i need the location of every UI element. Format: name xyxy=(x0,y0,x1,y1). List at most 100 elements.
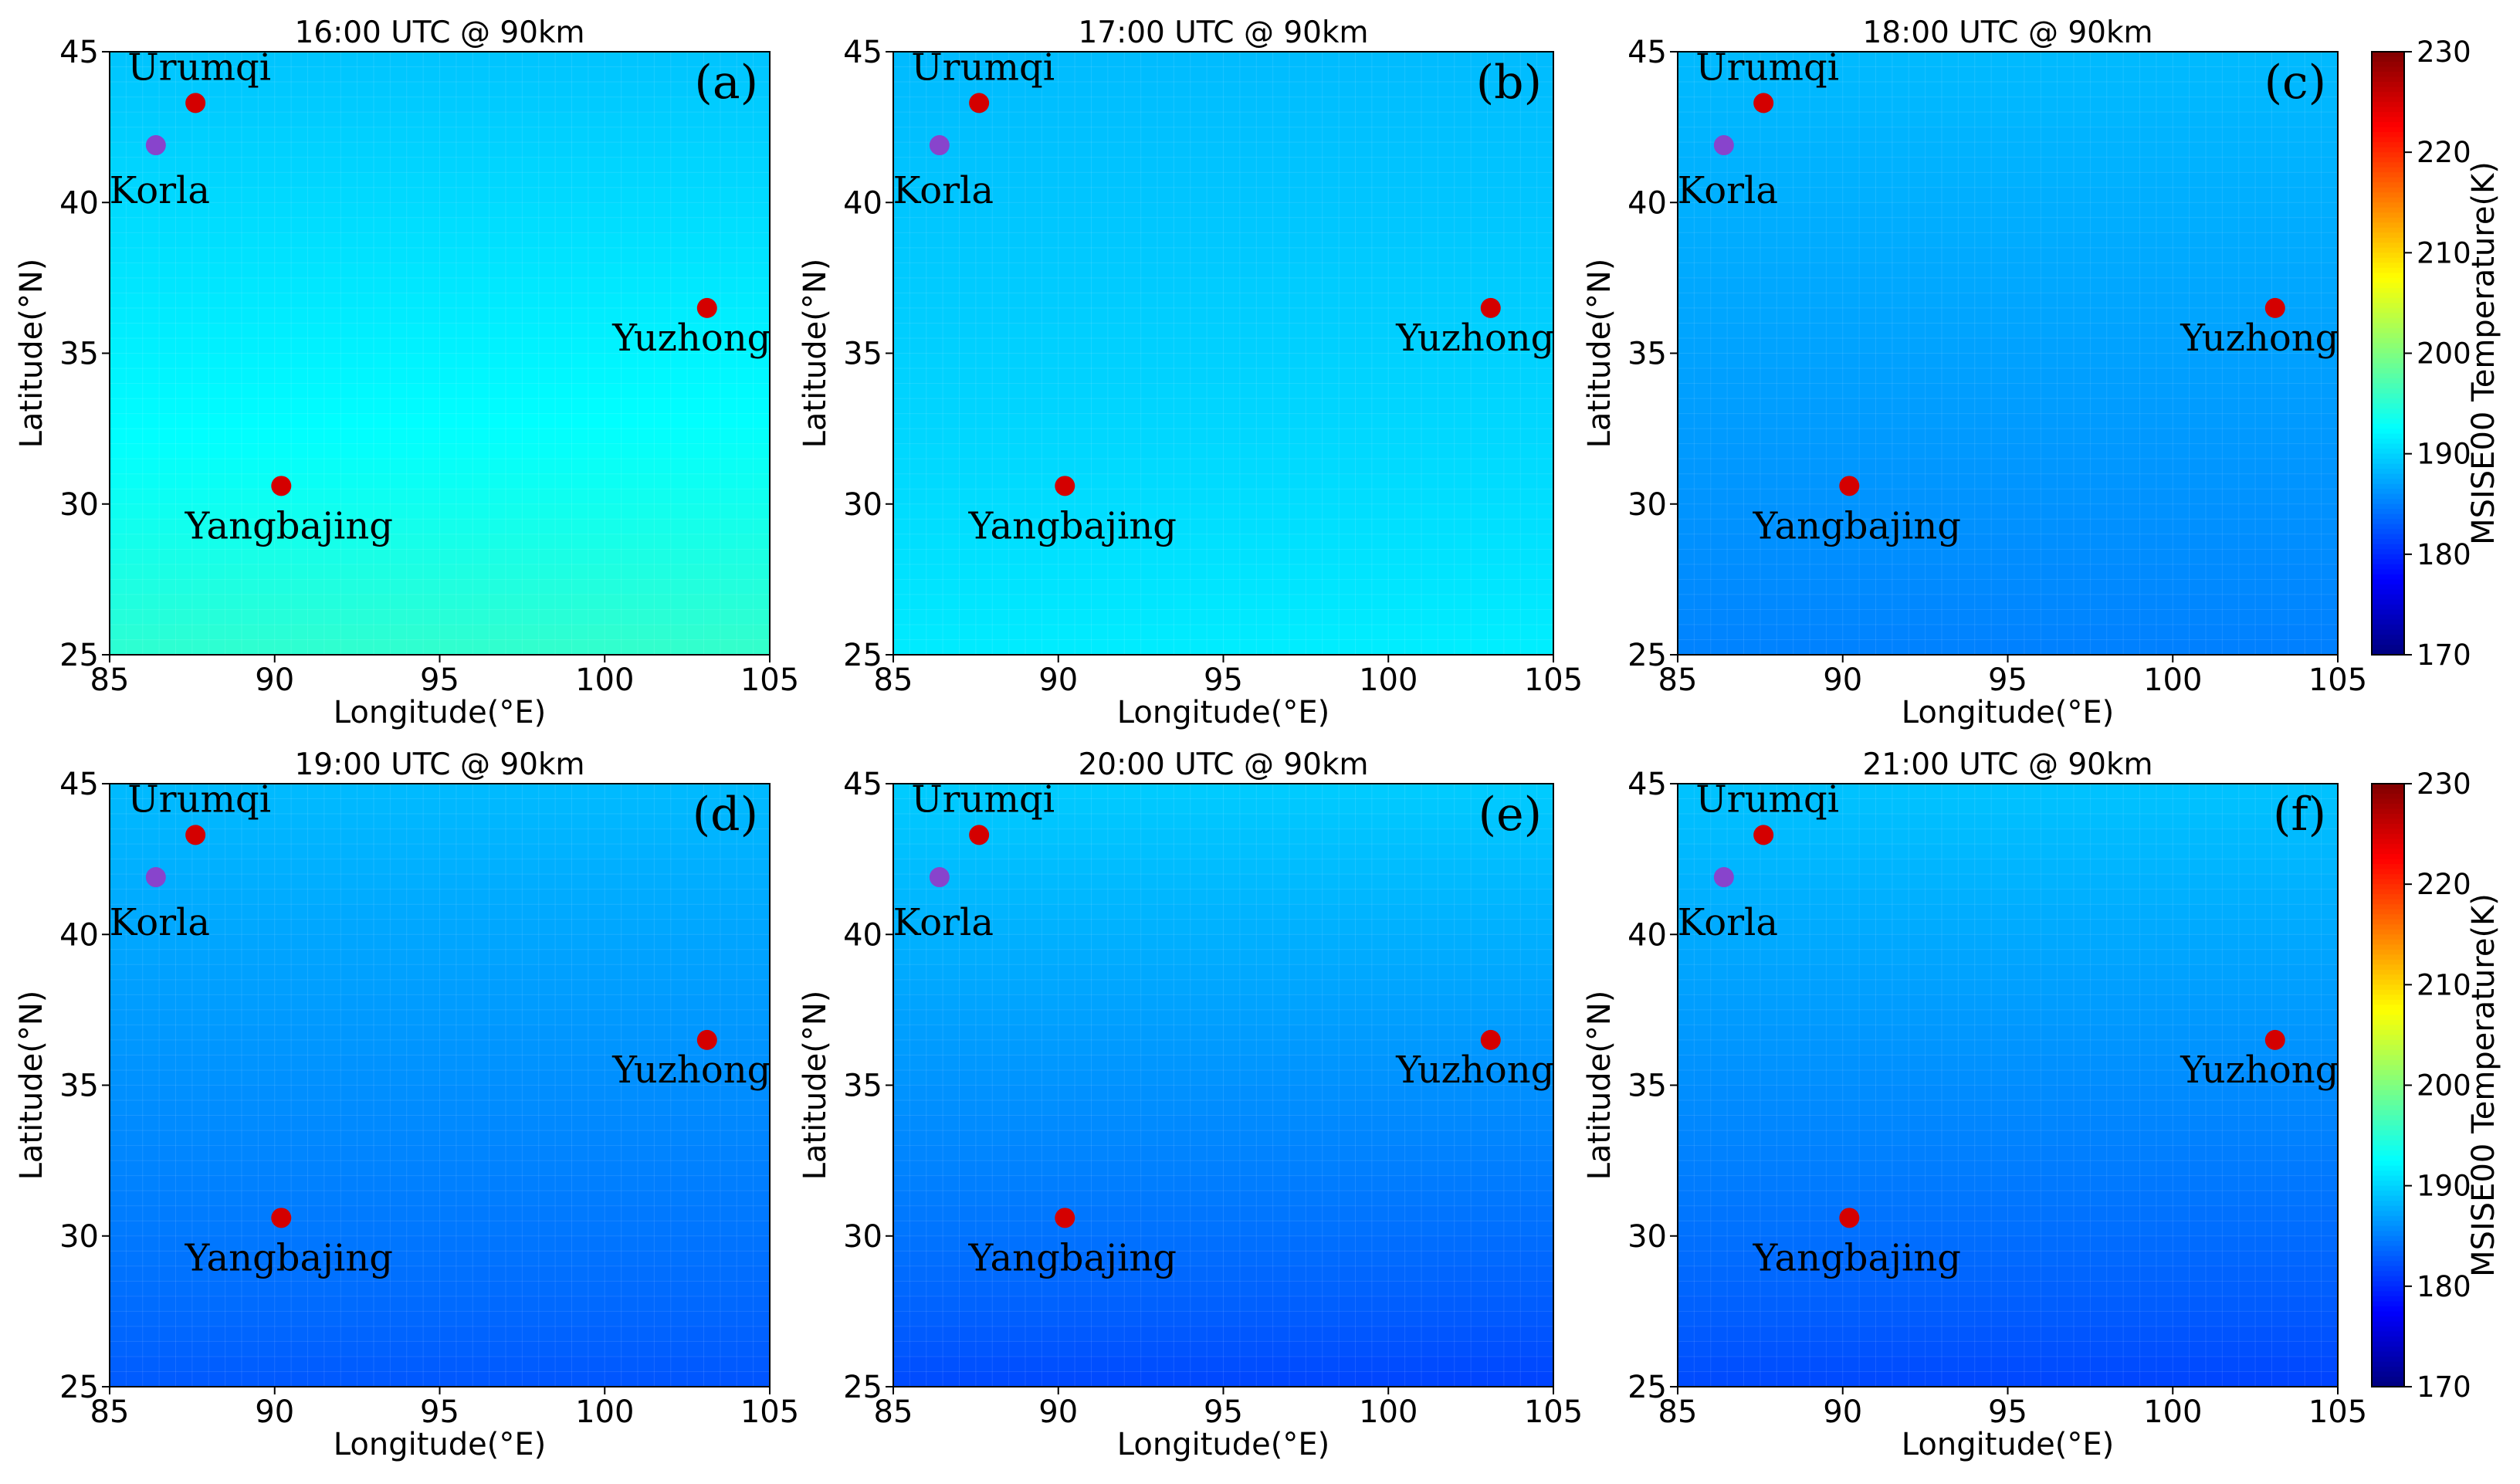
heatmap-cell xyxy=(1157,443,1174,459)
heatmap-cell xyxy=(2288,579,2305,595)
heatmap-cell xyxy=(1075,624,1092,641)
heatmap-cell xyxy=(1190,232,1208,249)
heatmap-cell xyxy=(1339,187,1357,203)
station-marker-urumqi[interactable] xyxy=(185,93,206,114)
heatmap-cell xyxy=(1140,142,1158,158)
heatmap-cell xyxy=(1404,323,1422,339)
heatmap-cell xyxy=(1272,232,1290,249)
heatmap-cell xyxy=(2024,368,2041,385)
heatmap-cell xyxy=(1124,413,1142,429)
heatmap-cell xyxy=(1454,383,1472,399)
heatmap-cell xyxy=(1091,127,1109,143)
heatmap-cell xyxy=(2238,503,2256,520)
heatmap-cell xyxy=(2238,142,2256,158)
heatmap-cell xyxy=(2321,459,2339,475)
heatmap-cell xyxy=(703,157,721,173)
heatmap-cell xyxy=(374,519,391,535)
heatmap-cell xyxy=(274,383,292,399)
heatmap-cell xyxy=(638,172,655,188)
heatmap-cell xyxy=(1091,549,1109,565)
heatmap-cell xyxy=(703,232,721,249)
heatmap-cell xyxy=(1694,353,1712,369)
heatmap-cell xyxy=(1404,519,1422,535)
heatmap-cell xyxy=(703,459,721,475)
heatmap-cell xyxy=(175,564,193,580)
heatmap-cell xyxy=(1157,519,1174,535)
heatmap-cell xyxy=(1207,398,1224,415)
station-marker-urumqi[interactable] xyxy=(969,93,990,114)
heatmap-cell xyxy=(1777,202,1794,219)
heatmap-cell xyxy=(1239,232,1257,249)
heatmap-cell xyxy=(126,127,144,143)
heatmap-cell xyxy=(2189,293,2207,309)
heatmap-cell xyxy=(621,459,638,475)
heatmap-cell xyxy=(2106,82,2124,98)
heatmap-cell xyxy=(1239,639,1257,656)
heatmap-cell xyxy=(1355,594,1373,611)
heatmap-cell xyxy=(1760,127,1777,143)
heatmap-cell xyxy=(605,307,622,324)
station-marker-yangbajing[interactable] xyxy=(1055,476,1075,496)
heatmap-cell xyxy=(274,534,292,550)
heatmap-cell xyxy=(1536,489,1554,505)
heatmap-cell xyxy=(1520,217,1538,233)
heatmap-cell xyxy=(307,609,325,625)
heatmap-cell xyxy=(1272,413,1290,429)
heatmap-cell xyxy=(2106,503,2124,520)
heatmap-cell xyxy=(1958,172,1976,188)
heatmap-cell xyxy=(605,52,622,68)
station-marker-yuzhong[interactable] xyxy=(1480,297,1501,318)
heatmap-cell xyxy=(1892,277,1909,294)
heatmap-cell xyxy=(555,202,573,219)
heatmap-cell xyxy=(274,564,292,580)
heatmap-cell xyxy=(522,66,540,83)
heatmap-cell xyxy=(1404,263,1422,279)
heatmap-cell xyxy=(2288,97,2305,113)
heatmap-cell xyxy=(1859,549,1877,565)
heatmap-cell xyxy=(307,187,325,203)
x-tick-label: 100 xyxy=(575,662,634,698)
heatmap-cell xyxy=(538,217,556,233)
heatmap-cell xyxy=(2189,413,2207,429)
heatmap-cell xyxy=(208,353,226,369)
heatmap-cell xyxy=(2255,52,2273,68)
heatmap-cell xyxy=(291,519,309,535)
station-marker-korla[interactable] xyxy=(929,135,950,156)
heatmap-cell xyxy=(2206,534,2223,550)
heatmap-cell xyxy=(2024,353,2041,369)
heatmap-cell xyxy=(1958,277,1976,294)
heatmap-cell xyxy=(1421,383,1438,399)
heatmap-cell xyxy=(959,66,977,83)
heatmap-cell xyxy=(159,368,177,385)
heatmap-cell xyxy=(737,459,754,475)
heatmap-cell xyxy=(1306,353,1323,369)
heatmap-cell xyxy=(2305,519,2322,535)
heatmap-cell xyxy=(2156,473,2173,490)
station-marker-korla[interactable] xyxy=(145,135,166,156)
station-marker-yuzhong[interactable] xyxy=(696,297,717,318)
heatmap-cell xyxy=(1207,639,1224,656)
heatmap-cell xyxy=(538,172,556,188)
heatmap-cell xyxy=(2074,398,2091,415)
heatmap-cell xyxy=(2024,277,2041,294)
heatmap-cell xyxy=(374,534,391,550)
heatmap-cell xyxy=(1760,368,1777,385)
heatmap-cell xyxy=(274,82,292,98)
heatmap-cell xyxy=(506,398,523,415)
heatmap-cell xyxy=(522,337,540,354)
station-marker-yangbajing[interactable] xyxy=(271,476,292,496)
heatmap-cell xyxy=(1760,594,1777,611)
heatmap-cell xyxy=(406,639,424,656)
heatmap-cell xyxy=(1909,549,1926,565)
heatmap-cell xyxy=(2090,263,2108,279)
heatmap-cell xyxy=(909,52,927,68)
heatmap-cell xyxy=(1793,413,1810,429)
heatmap-cell xyxy=(2271,383,2289,399)
heatmap-cell xyxy=(1694,564,1712,580)
heatmap-cell xyxy=(1793,639,1810,656)
heatmap-cell xyxy=(893,443,910,459)
heatmap-cell xyxy=(2271,277,2289,294)
x-tick-label: 90 xyxy=(1038,662,1078,698)
heatmap-cell xyxy=(1256,473,1274,490)
heatmap-cell xyxy=(1875,534,1893,550)
